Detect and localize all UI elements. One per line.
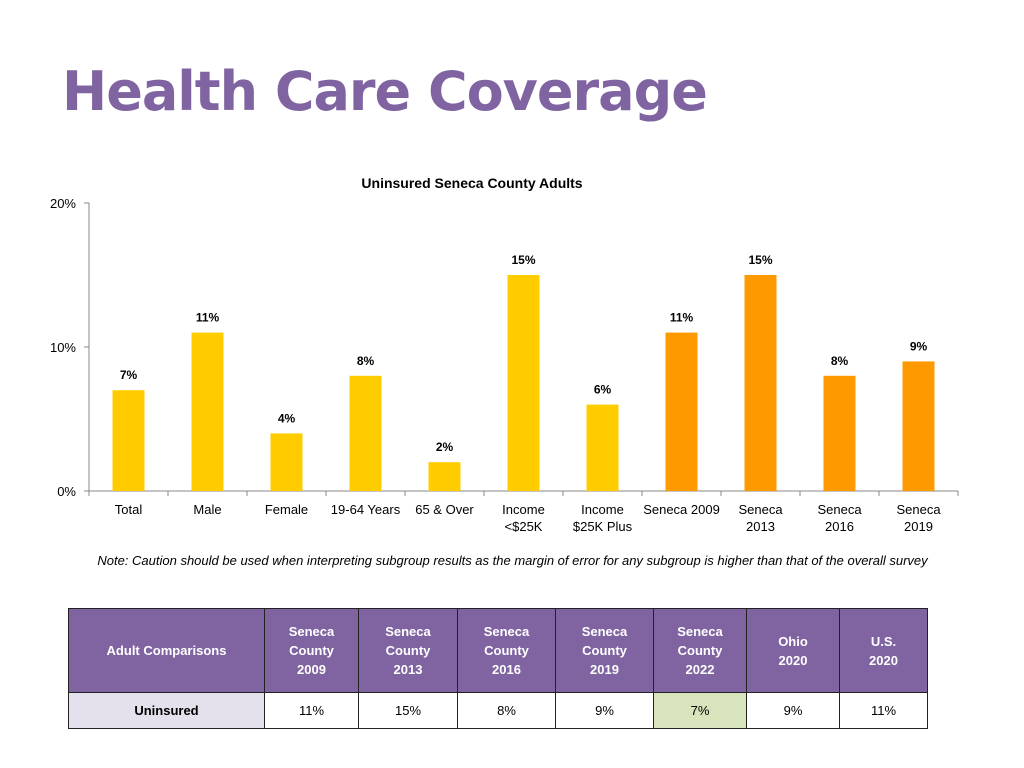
table-header-cell: Seneca County 2016	[457, 608, 556, 693]
x-tick-label: Seneca 2019	[896, 502, 941, 534]
table-header-cell: Seneca County 2013	[358, 608, 458, 693]
y-tick-label: 0%	[57, 484, 76, 499]
table-header-cell: Seneca County 2019	[555, 608, 654, 693]
table-row: Uninsured 11% 15% 8% 9% 7% 9% 11%	[68, 692, 928, 729]
data-label: 2%	[436, 440, 454, 454]
table-header-cell: Seneca County 2009	[264, 608, 359, 693]
bar	[665, 332, 698, 491]
data-label: 11%	[670, 311, 694, 325]
x-tick-label: 19-64 Years	[331, 502, 401, 517]
comparison-table: Adult Comparisons Seneca County 2009 Senec…	[68, 608, 928, 729]
table-header-cell: Ohio 2020	[746, 608, 840, 693]
data-label: 4%	[278, 411, 296, 425]
chart-title: Uninsured Seneca County Adults	[361, 175, 582, 191]
data-label: 11%	[196, 311, 220, 325]
table-cell: 9%	[555, 692, 654, 729]
x-tick-label: Income <$25K	[502, 502, 545, 534]
bar	[507, 275, 540, 491]
table-cell: 11%	[839, 692, 928, 729]
data-label: 8%	[831, 354, 849, 368]
bar-chart: Uninsured Seneca County Adults 0%10%20% …	[50, 175, 959, 534]
note: Note: Caution should be used when interp…	[97, 553, 928, 568]
table-header-row: Adult Comparisons Seneca County 2009 Senec…	[68, 608, 928, 693]
y-tick-label: 10%	[50, 340, 76, 355]
x-tick-label: Male	[193, 502, 221, 517]
x-tick-label: Total	[115, 502, 143, 517]
table-cell: 11%	[264, 692, 359, 729]
x-tick-label: 65 & Over	[415, 502, 474, 517]
bar	[823, 375, 856, 491]
x-tick-label: Seneca 2013	[738, 502, 783, 534]
table-corner-header: Adult Comparisons	[68, 608, 265, 693]
bar	[428, 462, 461, 491]
x-tick-label: Income $25K Plus	[573, 502, 633, 534]
data-label: 15%	[748, 253, 772, 267]
y-tick-label: 20%	[50, 196, 76, 211]
data-label: 9%	[910, 339, 928, 353]
data-label: 15%	[511, 253, 535, 267]
table-header-cell: Seneca County 2022	[653, 608, 747, 693]
x-tick-label: Seneca 2009	[643, 502, 720, 517]
bar	[744, 275, 777, 491]
table-cell: 8%	[457, 692, 556, 729]
x-tick-label: Seneca 2016	[817, 502, 862, 534]
table-header-cell: U.S. 2020	[839, 608, 928, 693]
bar	[112, 390, 145, 491]
data-label: 8%	[357, 354, 375, 368]
table-cell: 15%	[358, 692, 458, 729]
table-cell: 9%	[746, 692, 840, 729]
x-tick-label: Female	[265, 502, 308, 517]
bar	[349, 375, 382, 491]
data-label: 7%	[120, 368, 138, 382]
page-title: Health Care Coverage	[62, 60, 708, 123]
bar	[270, 433, 303, 491]
table-row-label: Uninsured	[68, 692, 265, 729]
bar	[191, 332, 224, 491]
data-label: 6%	[594, 383, 612, 397]
bar	[902, 361, 935, 491]
bar	[586, 404, 619, 491]
table-cell-highlight: 7%	[653, 692, 747, 729]
